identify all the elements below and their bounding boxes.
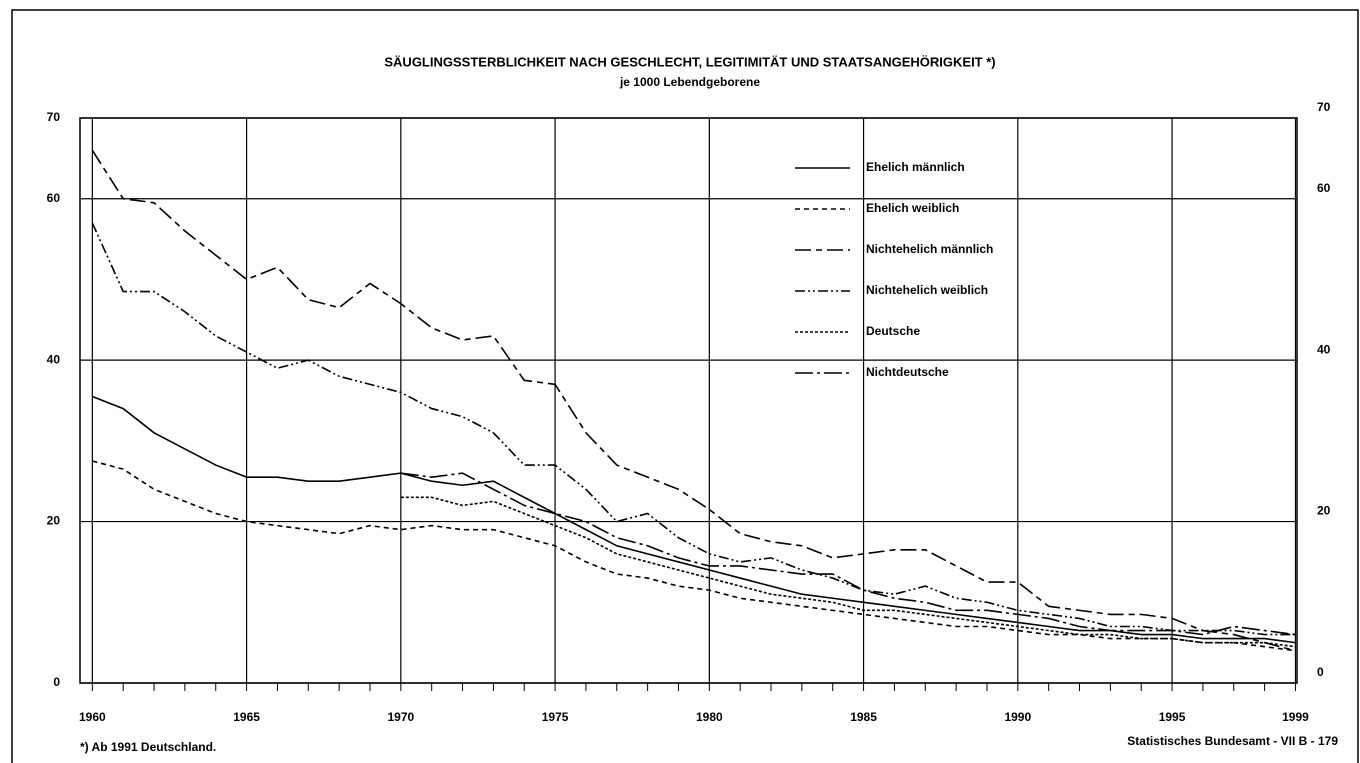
y-tick-label: 40 [47,352,61,366]
x-tick-label: 1990 [1004,710,1031,724]
outer-frame [11,9,1359,763]
x-tick-label: 1975 [542,710,569,724]
y2-tick-label: 20 [1317,504,1331,518]
series-line [91,222,1296,636]
y2-tick-label: 0 [1317,665,1324,679]
legend-label: Ehelich weiblich [866,201,959,215]
chart-title: SÄUGLINGSSTERBLICHKEIT NACH GESCHLECHT, … [384,54,995,69]
x-tick-label: 1980 [696,710,723,724]
y2-tick-label: 40 [1317,342,1331,356]
legend-label: Deutsche [866,324,920,338]
y-tick-label: 0 [53,675,60,689]
x-tick-label: 1995 [1159,710,1186,724]
series-line [400,496,1296,648]
legend-label: Nichtdeutsche [866,365,949,379]
y-tick-label: 60 [47,191,61,205]
plot-frame [79,117,1298,684]
series-line [92,460,1296,652]
series-line [92,395,1296,644]
x-tick-label: 1970 [387,710,414,724]
series-line [91,149,1296,652]
x-tick-label: 1985 [850,710,877,724]
x-tick-label: 1960 [79,710,106,724]
legend-label: Nichtehelich weiblich [866,283,988,297]
chart-subtitle: je 1000 Lebendgeborene [619,75,760,89]
y2-tick-label: 60 [1317,181,1331,195]
footnote: *) Ab 1991 Deutschland. [80,740,216,754]
y-tick-label: 70 [47,110,61,124]
source: Statistisches Bundesamt - VII B - 179 [1127,734,1338,748]
legend-label: Ehelich männlich [866,160,965,174]
x-tick-label: 1965 [233,710,260,724]
series-line [400,472,1296,636]
x-tick-label: 1999 [1282,710,1309,724]
y-tick-label: 20 [47,514,61,528]
y2-tick-label: 70 [1317,100,1331,114]
legend-label: Nichtehelich männlich [866,242,993,256]
